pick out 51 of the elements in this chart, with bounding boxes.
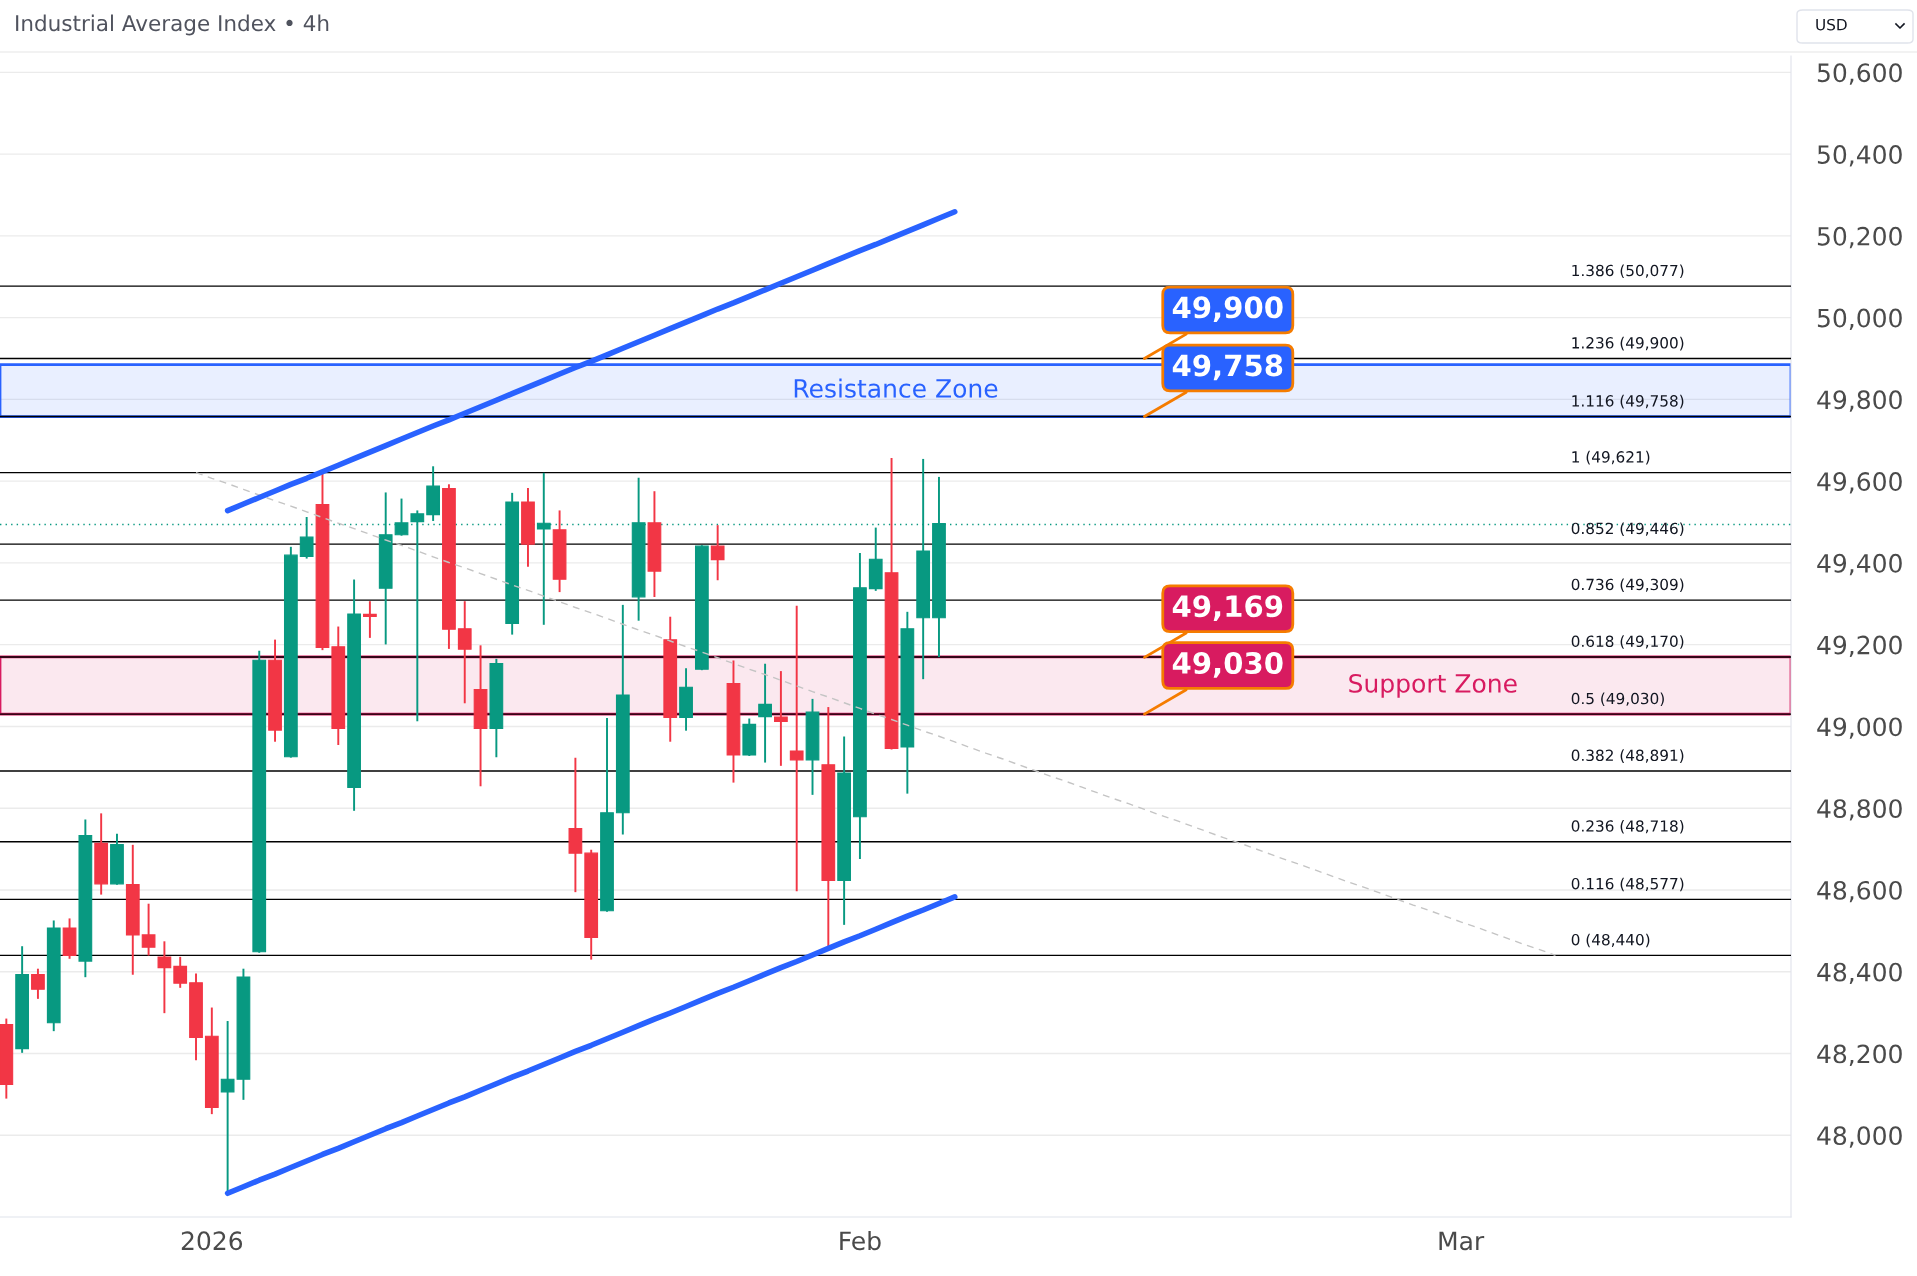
y-tick-label: 50,200	[1817, 226, 1902, 249]
candlestick	[141, 903, 156, 956]
y-tick-label: 49,000	[1817, 717, 1902, 739]
ref-line-label: 1.236 (49,900)	[1572, 336, 1684, 351]
candlestick	[710, 525, 725, 581]
annotation: 49,900	[1172, 296, 1283, 323]
ref-line-label: 0.116 (48,577)	[1571, 877, 1684, 892]
annotation: 49,030	[1172, 651, 1283, 678]
ref-line-label: 0.382 (48,891)	[1571, 749, 1684, 763]
candlestick	[157, 941, 172, 1014]
y-tick-label: 50,400	[1817, 145, 1902, 167]
band-label: Resistance Zone	[794, 378, 998, 398]
ref-line-label: 0.852 (49,446)	[1571, 522, 1684, 536]
candlestick	[410, 510, 425, 722]
x-tick-label: 2026	[181, 1231, 243, 1251]
x-tick-label: Mar	[1439, 1231, 1485, 1251]
y-tick-label: 49,200	[1817, 635, 1902, 658]
y-tick-label: 48,600	[1817, 880, 1902, 903]
ref-line-label: 1.116 (49,758)	[1572, 394, 1684, 409]
y-tick-label: 49,400	[1817, 553, 1902, 576]
y-tick-label: 50,600	[1817, 63, 1902, 85]
y-tick-label: 49,800	[1817, 390, 1902, 412]
y-tick-label: 48,000	[1817, 1126, 1902, 1148]
band-label: Support Zone	[1349, 673, 1517, 698]
candlestick	[457, 601, 472, 704]
y-tick-label: 49,600	[1817, 472, 1902, 494]
candlestick	[758, 663, 772, 763]
ref-line-label: 0.736 (49,309)	[1571, 578, 1684, 593]
candlestick	[173, 956, 188, 988]
candlestick	[299, 516, 314, 559]
ref-line-label: 1 (49,621)	[1572, 450, 1650, 465]
ref-line-label: 0 (48,440)	[1571, 933, 1650, 948]
y-tick-label: 50,000	[1817, 308, 1902, 331]
ref-line-label: 0.236 (48,718)	[1571, 820, 1684, 834]
candlestick	[536, 472, 551, 625]
x-tick-label: Feb	[840, 1230, 881, 1251]
ref-line-label: 0.5 (49,030)	[1571, 692, 1664, 707]
annotation: 49,169	[1172, 595, 1283, 621]
y-tick-label: 48,200	[1817, 1044, 1902, 1066]
candlestick	[774, 671, 788, 766]
y-tick-label: 48,400	[1817, 962, 1902, 985]
candlestick	[789, 605, 804, 892]
candlestick	[31, 968, 45, 999]
annotation: 49,758	[1172, 354, 1283, 381]
ref-line-label: 0.618 (49,170)	[1571, 635, 1684, 649]
chart-title: Industrial Average Index • 4h	[16, 14, 329, 36]
y-tick-label: 48,800	[1817, 799, 1902, 821]
ref-line-label: 1.386 (50,077)	[1572, 264, 1684, 279]
line-series	[195, 471, 1557, 957]
candlestick	[363, 601, 377, 638]
text: USD	[1816, 18, 1847, 31]
